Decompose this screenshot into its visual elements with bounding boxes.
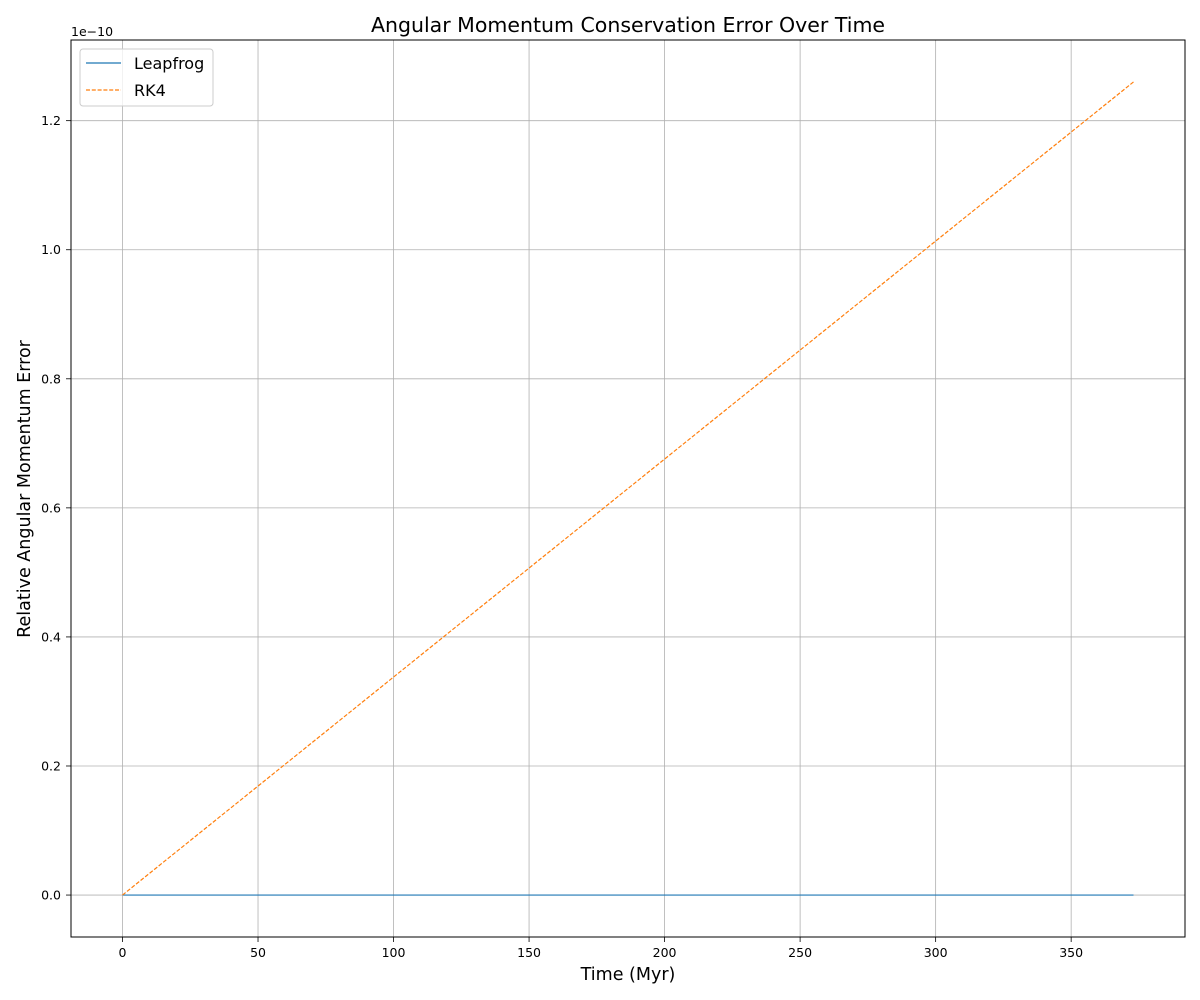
legend-label-rk4: RK4: [134, 81, 166, 100]
x-tick-label: 50: [250, 945, 266, 960]
y-tick-label: 1.0: [41, 242, 61, 257]
x-tick-label: 350: [1059, 945, 1083, 960]
x-axis-ticks: 0 50 100 150 200 250 300 350: [119, 937, 1083, 960]
x-axis-label: Time (Myr): [580, 965, 676, 985]
series-lines: [122, 81, 1134, 896]
legend: Leapfrog RK4: [79, 48, 214, 107]
y-axis-ticks: 0.0 0.2 0.4 0.6 0.8 1.0 1.2: [41, 113, 71, 903]
series-line-rk4: [122, 81, 1134, 896]
legend-label-leapfrog: Leapfrog: [134, 54, 204, 73]
x-tick-label: 250: [788, 945, 812, 960]
y-axis-offset-label: 1e−10: [71, 24, 113, 39]
y-tick-label: 0.0: [41, 888, 61, 903]
x-tick-label: 100: [382, 945, 406, 960]
y-tick-label: 1.2: [41, 113, 61, 128]
plot-frame: [70, 39, 1186, 938]
y-axis-label: Relative Angular Momentum Error: [15, 339, 35, 637]
x-tick-label: 0: [119, 945, 127, 960]
x-tick-label: 300: [924, 945, 948, 960]
x-tick-label: 200: [653, 945, 677, 960]
y-tick-label: 0.6: [41, 500, 61, 515]
y-tick-label: 0.4: [41, 629, 61, 644]
grid-lines: [71, 40, 1185, 937]
x-tick-label: 150: [517, 945, 541, 960]
chart-title: Angular Momentum Conservation Error Over…: [371, 13, 885, 37]
y-tick-label: 0.2: [41, 758, 61, 773]
y-tick-label: 0.8: [41, 371, 61, 386]
